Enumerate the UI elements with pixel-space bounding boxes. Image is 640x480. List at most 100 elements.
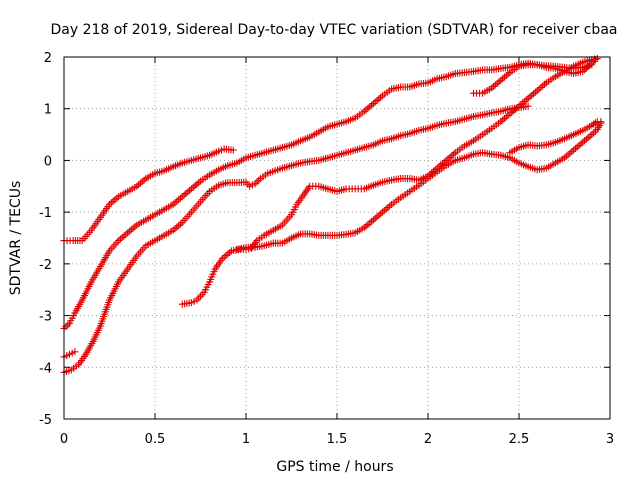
plus-marker [366,219,374,227]
plus-marker [176,194,184,202]
plus-marker [531,88,539,96]
plus-marker [499,116,507,124]
plus-marker [71,348,79,356]
data-points [60,55,605,376]
plus-marker [111,196,119,204]
x-tick-label: 2.5 [509,432,530,447]
plus-marker [120,232,128,240]
plus-marker [519,99,527,107]
plus-marker [500,73,508,81]
x-axis-label: GPS time / hours [276,459,393,475]
data-series-7 [470,56,599,97]
y-tick-label: -2 [39,258,52,273]
y-tick-label: -1 [39,206,52,221]
plus-marker [533,87,541,95]
plus-marker [500,115,508,123]
plus-marker [584,63,592,71]
plus-marker [570,146,578,154]
plus-marker [577,140,585,148]
plus-marker [364,221,372,229]
plus-marker [377,210,385,218]
plus-marker [184,188,192,196]
plus-marker [571,145,579,153]
plus-marker [109,197,117,205]
plus-marker [495,78,503,86]
x-tick-label: 1.5 [327,432,348,447]
plus-marker [522,96,530,104]
y-tick-label: 0 [44,154,52,169]
plus-marker [380,207,388,215]
plus-marker [520,97,528,105]
y-tick-label: 2 [44,51,52,66]
plus-marker [182,190,190,198]
data-series-4 [60,102,532,376]
x-tick-label: 0 [60,432,68,447]
y-tick-label: 1 [44,103,52,118]
plus-marker [62,323,70,331]
plus-marker [122,230,130,238]
plus-marker [502,72,510,80]
plus-marker [373,213,381,221]
plus-marker [582,135,590,143]
plus-marker [528,91,536,99]
plus-marker [371,98,379,106]
plus-marker [368,217,376,225]
plus-marker [377,93,385,101]
plus-marker [491,81,499,89]
plus-marker [530,90,538,98]
plus-marker [369,100,377,108]
plus-marker [136,179,144,187]
plus-marker [220,253,228,261]
plus-marker [591,127,599,135]
plus-marker [493,79,501,87]
data-series-8 [506,118,605,157]
x-tick-label: 1 [242,432,250,447]
plus-marker [178,193,186,201]
plus-marker [375,95,383,103]
plus-marker [186,186,194,194]
data-series-2 [60,59,596,332]
plus-marker [193,180,201,188]
plus-marker [382,205,390,213]
plus-marker [449,150,457,158]
plus-marker [448,152,456,160]
plus-marker [524,102,532,110]
plus-marker [539,82,547,90]
chart-title: Day 218 of 2019, Sidereal Day-to-day VTE… [51,22,618,38]
plus-marker [524,94,532,102]
plus-marker [379,208,386,216]
data-series-6 [233,119,605,253]
plus-marker [191,182,199,190]
x-tick-label: 2 [424,432,432,447]
plus-marker [535,85,543,93]
y-tick-label: -5 [39,413,52,428]
plus-marker [116,235,124,243]
plus-marker [253,178,261,186]
plus-marker [497,76,505,84]
plus-marker [195,179,203,187]
plus-marker [175,222,183,230]
plus-marker [180,191,188,199]
plus-marker [222,252,230,260]
plus-marker [118,233,126,241]
plus-marker [588,131,596,139]
data-series-3 [60,348,79,361]
plus-marker [362,106,370,114]
plus-marker [373,96,381,104]
plus-marker [581,137,589,145]
plus-marker [597,118,605,126]
plus-marker [173,223,181,231]
plus-marker [127,226,135,234]
x-tick-label: 0.5 [145,432,166,447]
x-tick-labels: 0 0.5 1 1.5 2 2.5 3 [60,432,614,447]
plus-marker [64,321,72,329]
plus-marker [129,224,137,232]
grid-lines [64,57,610,419]
plus-marker [566,149,574,157]
plus-marker [579,138,587,146]
y-tick-labels: -5 -4 -3 -2 -1 0 1 2 [39,51,52,428]
plus-marker [369,216,377,224]
plus-marker [371,214,379,222]
plus-marker [504,70,512,78]
plus-marker [502,113,510,121]
